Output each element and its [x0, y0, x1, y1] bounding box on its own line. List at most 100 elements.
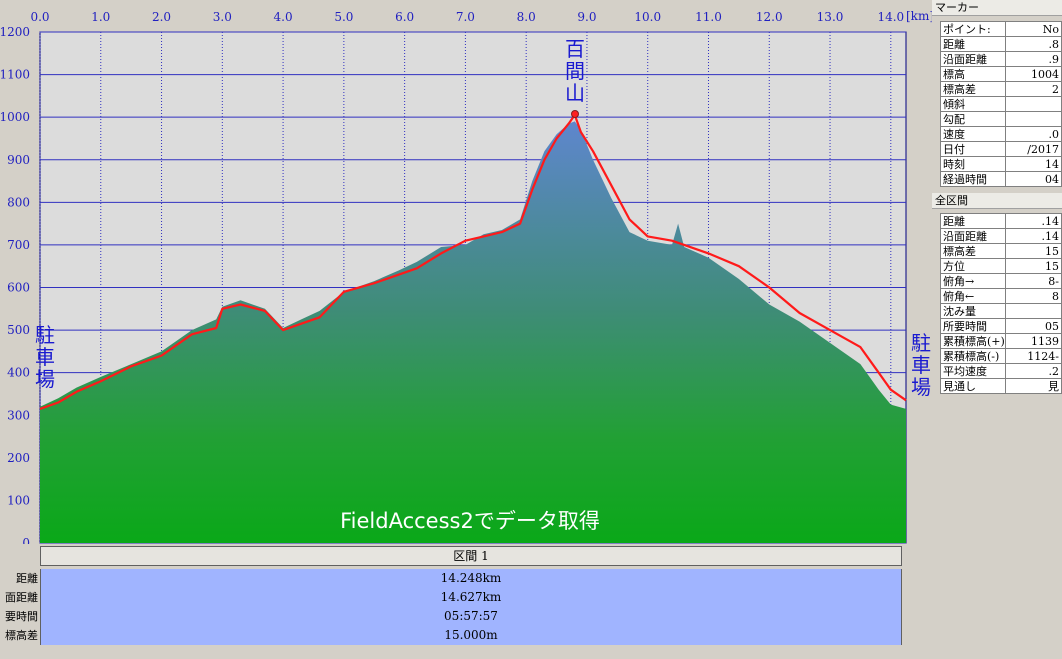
- interval-row-value: 05:57:57: [40, 607, 902, 626]
- x-tick-label: 9.0: [577, 10, 596, 24]
- info-value: 14.: [1005, 213, 1062, 229]
- y-tick-label: 100: [7, 493, 30, 507]
- info-row: 俯角← 8: [940, 288, 1062, 304]
- info-value: 1139: [1005, 333, 1062, 349]
- interval-row-value: 14.248km: [40, 569, 902, 588]
- x-tick-label: 2.0: [152, 10, 171, 24]
- info-key: 沿面距離: [940, 228, 1006, 244]
- x-axis-ticks: 0.0 1.0 2.0 3.0 4.0 5.0 6.0 7.0 8.0 9.0 10.0 11.0 12…: [30, 10, 904, 24]
- info-row: ポイント: No: [940, 21, 1062, 37]
- x-tick-label: 4.0: [274, 10, 293, 24]
- info-row: 沿面距離 14.: [940, 228, 1062, 244]
- info-row: 累積標高(+) 1139: [940, 333, 1062, 349]
- info-value: [1005, 111, 1062, 127]
- watermark-text: FieldAccess2でデータ取得: [340, 509, 600, 533]
- info-row: 見通し見: [940, 378, 1062, 394]
- x-tick-label: 0.0: [30, 10, 49, 24]
- interval-row-value: 15.000m: [40, 626, 902, 645]
- info-row: 距離 8.: [940, 36, 1062, 52]
- y-tick-label: 1200: [0, 25, 30, 39]
- info-key: 距離: [940, 213, 1006, 229]
- info-key: 標高差: [940, 243, 1006, 259]
- x-tick-label: 5.0: [334, 10, 353, 24]
- x-tick-label: 8.0: [517, 10, 536, 24]
- info-key: 時刻: [940, 156, 1006, 172]
- info-row: 所要時間 05: [940, 318, 1062, 334]
- interval-row-label: 標高差: [5, 629, 38, 642]
- info-key: 日付: [940, 141, 1006, 157]
- annotation-start: 駐車場: [35, 323, 55, 391]
- info-row: 俯角→ -8: [940, 273, 1062, 289]
- interval-row-label: 距離: [16, 572, 38, 585]
- info-key: 平均速度: [940, 363, 1006, 379]
- info-value: -8: [1005, 273, 1062, 289]
- y-tick-label: 800: [7, 195, 30, 209]
- info-row: 距離 14.: [940, 213, 1062, 229]
- info-key: 標高: [940, 66, 1006, 82]
- info-key: 見通し: [940, 378, 1006, 394]
- info-row: 勾配: [940, 111, 1062, 127]
- interval-table: 区間 1 距離 14.248km 面距離 14.627km 要時間 05:57:…: [0, 544, 906, 659]
- info-row: 速度 0.: [940, 126, 1062, 142]
- interval-row-label: 面距離: [5, 591, 38, 604]
- info-key: 累積標高(+): [940, 333, 1006, 349]
- y-tick-label: 1000: [0, 110, 30, 124]
- interval-row-surface-distance: 面距離 14.627km: [0, 588, 906, 607]
- y-tick-label: 1100: [0, 68, 30, 82]
- info-key: 経過時間: [940, 171, 1006, 187]
- interval-row-value: 14.627km: [40, 588, 902, 607]
- elevation-chart: 0.0 1.0 2.0 3.0 4.0 5.0 6.0 7.0 8.0 9.0 10.0 11.0 12…: [0, 9, 932, 544]
- peak-marker-icon: [571, 110, 579, 118]
- info-key: 沈み量: [940, 303, 1006, 319]
- annotation-end: 駐車場: [911, 331, 931, 399]
- y-tick-label: 300: [7, 408, 30, 422]
- info-value: 9.: [1005, 51, 1062, 67]
- info-value: 見: [1005, 378, 1062, 394]
- info-value: 0.: [1005, 126, 1062, 142]
- y-tick-label: 500: [7, 323, 30, 337]
- info-value: [1005, 96, 1062, 112]
- info-key: 標高差: [940, 81, 1006, 97]
- x-tick-label: 3.0: [213, 10, 232, 24]
- x-axis-unit: [km]: [906, 9, 932, 23]
- info-row: 平均速度 2.: [940, 363, 1062, 379]
- info-value: 04: [1005, 171, 1062, 187]
- info-row: 時刻 14: [940, 156, 1062, 172]
- marker-section-title[interactable]: マーカー: [932, 0, 1062, 16]
- info-row: 標高 1004: [940, 66, 1062, 82]
- interval-row-elevation-diff: 標高差 15.000m: [0, 626, 906, 645]
- info-value: 05: [1005, 318, 1062, 334]
- info-panel: マーカー ポイント: No 距離 8. 沿面距離 9. 標高 1004 標高差 2 傾斜 勾配 速度 0.…: [932, 0, 1062, 659]
- info-value: 8.: [1005, 36, 1062, 52]
- info-key: 所要時間: [940, 318, 1006, 334]
- y-tick-label: 700: [7, 238, 30, 252]
- info-key: ポイント:: [940, 21, 1006, 37]
- info-row: 日付 2017/: [940, 141, 1062, 157]
- y-tick-label: 600: [7, 281, 30, 295]
- info-value: 14: [1005, 156, 1062, 172]
- info-row: 標高差 2: [940, 81, 1062, 97]
- y-tick-label: 200: [7, 451, 30, 465]
- x-tick-label: 13.0: [817, 10, 844, 24]
- info-value: 1004: [1005, 66, 1062, 82]
- info-row: 経過時間 04: [940, 171, 1062, 187]
- info-value: 2.: [1005, 363, 1062, 379]
- x-tick-label: 11.0: [695, 10, 722, 24]
- info-key: 速度: [940, 126, 1006, 142]
- y-tick-label: 400: [7, 366, 30, 380]
- info-value: 2: [1005, 81, 1062, 97]
- info-value: 2017/: [1005, 141, 1062, 157]
- info-value: 8: [1005, 288, 1062, 304]
- info-key: 距離: [940, 36, 1006, 52]
- y-tick-label: 900: [7, 153, 30, 167]
- x-tick-label: 14.0: [877, 10, 904, 24]
- info-key: 俯角→: [940, 273, 1006, 289]
- info-value: No: [1005, 21, 1062, 37]
- x-tick-label: 7.0: [456, 10, 475, 24]
- info-value: 15: [1005, 258, 1062, 274]
- total-section-title[interactable]: 全区間: [932, 193, 1062, 209]
- info-key: 沿面距離: [940, 51, 1006, 67]
- interval-header[interactable]: 区間 1: [40, 546, 902, 566]
- total-table: 距離 14. 沿面距離 14. 標高差 15 方位 15 俯角→ -8 俯角← 8 沈み量 所要時間 05 累…: [940, 213, 1062, 394]
